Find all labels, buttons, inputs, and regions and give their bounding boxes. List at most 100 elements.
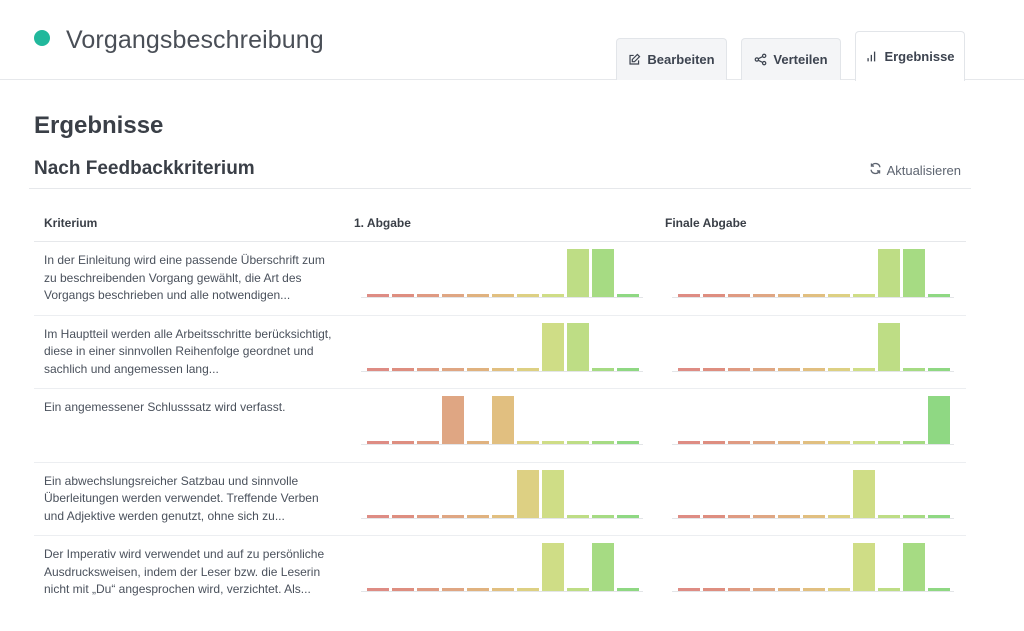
- section-title: Ergebnisse: [34, 112, 164, 139]
- histogram-bar: [828, 441, 850, 444]
- histogram-bar: [392, 514, 414, 518]
- histogram-bar: [617, 294, 639, 297]
- refresh-button[interactable]: Aktualisieren: [869, 162, 961, 178]
- tab-edit[interactable]: Bearbeiten: [616, 38, 727, 80]
- refresh-label: Aktualisieren: [886, 162, 961, 178]
- histogram-bar: [703, 514, 725, 518]
- histogram-bar: [853, 441, 875, 444]
- histogram-bar: [417, 367, 439, 371]
- histogram-bar: [567, 249, 589, 297]
- histogram-bar: [778, 588, 800, 591]
- table-row[interactable]: In der Einleitung wird eine passende Übe…: [34, 242, 966, 316]
- table-row[interactable]: Ein abwechslungsreicher Satzbau und sinn…: [34, 463, 966, 536]
- histogram-bar: [903, 514, 925, 518]
- histogram-bar: [703, 367, 725, 371]
- histogram-bar: [417, 514, 439, 518]
- histogram-bar: [592, 367, 614, 371]
- tab-share-label: Verteilen: [773, 52, 828, 67]
- tab-results[interactable]: Ergebnisse: [855, 31, 965, 81]
- histogram-bar: [467, 514, 489, 518]
- histogram-bar: [492, 396, 514, 444]
- histogram-bar: [703, 441, 725, 444]
- histogram-bar: [617, 588, 639, 591]
- histogram-bar: [728, 588, 750, 591]
- histogram-bar: [728, 441, 750, 444]
- histogram-bar: [803, 441, 825, 444]
- histogram-bar: [592, 514, 614, 518]
- first-submission-chart: [361, 543, 643, 592]
- criterion-text: Ein angemessener Schlusssatz wird verfas…: [44, 400, 286, 414]
- histogram-bar: [928, 294, 950, 297]
- histogram-bar: [903, 543, 925, 591]
- histogram-bar: [367, 588, 389, 591]
- histogram-bar: [467, 367, 489, 371]
- histogram-bar: [442, 588, 464, 591]
- edit-icon: [628, 53, 641, 66]
- histogram-bar: [878, 514, 900, 518]
- histogram-bar: [592, 249, 614, 297]
- histogram-bar: [417, 588, 439, 591]
- histogram-bar: [853, 367, 875, 371]
- criterion-text: In der Einleitung wird eine passende Übe…: [44, 253, 325, 302]
- share-icon: [754, 53, 767, 66]
- histogram-bar: [592, 441, 614, 444]
- final-submission-chart: [672, 249, 954, 298]
- table-row[interactable]: Der Imperativ wird verwendet und auf zu …: [34, 536, 966, 610]
- histogram-bar: [417, 441, 439, 444]
- histogram-bar: [828, 514, 850, 518]
- histogram-bar: [878, 588, 900, 591]
- criterion-text: Ein abwechslungsreicher Satzbau und sinn…: [44, 473, 319, 523]
- histogram-bar: [753, 514, 775, 518]
- histogram-bar: [928, 396, 950, 444]
- histogram-bar: [778, 294, 800, 297]
- histogram-bar: [367, 514, 389, 518]
- histogram-bar: [567, 441, 589, 444]
- table-header: Kriterium 1. Abgabe Finale Abgabe: [34, 204, 966, 242]
- histogram-bar: [878, 322, 900, 371]
- histogram-bar: [753, 294, 775, 297]
- histogram-bar: [567, 588, 589, 591]
- histogram-bar: [442, 294, 464, 297]
- histogram-bar: [678, 294, 700, 297]
- histogram-bar: [492, 367, 514, 371]
- histogram-bar: [878, 441, 900, 444]
- tab-share[interactable]: Verteilen: [741, 38, 841, 80]
- histogram-bar: [928, 588, 950, 591]
- histogram-bar: [367, 441, 389, 444]
- histogram-bar: [903, 441, 925, 444]
- table-row[interactable]: Im Hauptteil werden alle Arbeitsschritte…: [34, 316, 966, 389]
- histogram-bar: [567, 322, 589, 371]
- histogram-bar: [853, 294, 875, 297]
- sub-title: Nach Feedbackkriterium: [34, 158, 255, 179]
- criterion-text: Im Hauptteil werden alle Arbeitsschritte…: [44, 326, 332, 376]
- histogram-bar: [442, 396, 464, 444]
- first-submission-chart: [361, 249, 643, 298]
- final-submission-chart: [672, 322, 954, 372]
- histogram-bar: [467, 294, 489, 297]
- final-submission-chart: [672, 469, 954, 519]
- page-title: Vorgangsbeschreibung: [66, 26, 324, 54]
- histogram-bar: [803, 588, 825, 591]
- histogram-bar: [467, 588, 489, 591]
- tab-results-label: Ergebnisse: [884, 49, 955, 64]
- histogram-bar: [828, 294, 850, 297]
- histogram-bar: [517, 367, 539, 371]
- histogram-bar: [878, 249, 900, 297]
- histogram-bar: [678, 367, 700, 371]
- tab-edit-label: Bearbeiten: [647, 52, 715, 67]
- histogram-bar: [778, 441, 800, 444]
- histogram-bar: [803, 294, 825, 297]
- histogram-bar: [753, 441, 775, 444]
- histogram-bar: [467, 441, 489, 444]
- first-submission-chart: [361, 322, 643, 372]
- results-table: Kriterium 1. Abgabe Finale Abgabe In der…: [34, 204, 966, 610]
- table-row[interactable]: Ein angemessener Schlusssatz wird verfas…: [34, 389, 966, 463]
- histogram-bar: [542, 441, 564, 444]
- histogram-bar: [617, 514, 639, 518]
- histogram-bar: [617, 367, 639, 371]
- histogram-bar: [728, 294, 750, 297]
- histogram-bar: [367, 294, 389, 297]
- histogram-bar: [703, 588, 725, 591]
- histogram-bar: [517, 441, 539, 444]
- refresh-icon: [869, 162, 882, 178]
